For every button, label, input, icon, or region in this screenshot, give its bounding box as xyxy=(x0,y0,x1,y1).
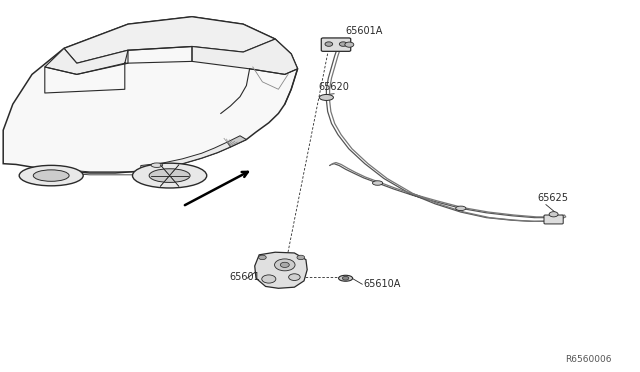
FancyBboxPatch shape xyxy=(544,215,563,224)
Polygon shape xyxy=(141,142,230,171)
Polygon shape xyxy=(227,136,246,147)
Polygon shape xyxy=(255,252,307,288)
Ellipse shape xyxy=(372,181,383,185)
Ellipse shape xyxy=(151,163,163,167)
Ellipse shape xyxy=(132,163,207,188)
Ellipse shape xyxy=(19,165,83,186)
Ellipse shape xyxy=(33,170,69,181)
Ellipse shape xyxy=(319,94,333,100)
Ellipse shape xyxy=(339,275,353,281)
Circle shape xyxy=(342,276,349,280)
Polygon shape xyxy=(192,39,298,74)
Text: R6560006: R6560006 xyxy=(564,355,611,363)
Text: 65601: 65601 xyxy=(229,272,260,282)
Ellipse shape xyxy=(149,169,190,182)
Ellipse shape xyxy=(456,206,466,211)
Text: 65625: 65625 xyxy=(538,193,568,203)
Text: 65601A: 65601A xyxy=(346,26,383,36)
Polygon shape xyxy=(45,48,128,74)
Circle shape xyxy=(262,275,276,283)
Polygon shape xyxy=(64,17,275,63)
Circle shape xyxy=(325,42,333,46)
Circle shape xyxy=(549,212,558,217)
Polygon shape xyxy=(3,17,298,173)
Circle shape xyxy=(339,42,347,46)
Circle shape xyxy=(297,255,305,260)
Circle shape xyxy=(259,255,266,260)
Text: 65620: 65620 xyxy=(319,82,349,92)
Circle shape xyxy=(280,262,289,267)
Circle shape xyxy=(289,274,300,280)
Circle shape xyxy=(345,42,354,47)
Text: 65610A: 65610A xyxy=(364,279,401,289)
Circle shape xyxy=(275,259,295,271)
FancyBboxPatch shape xyxy=(321,38,351,51)
